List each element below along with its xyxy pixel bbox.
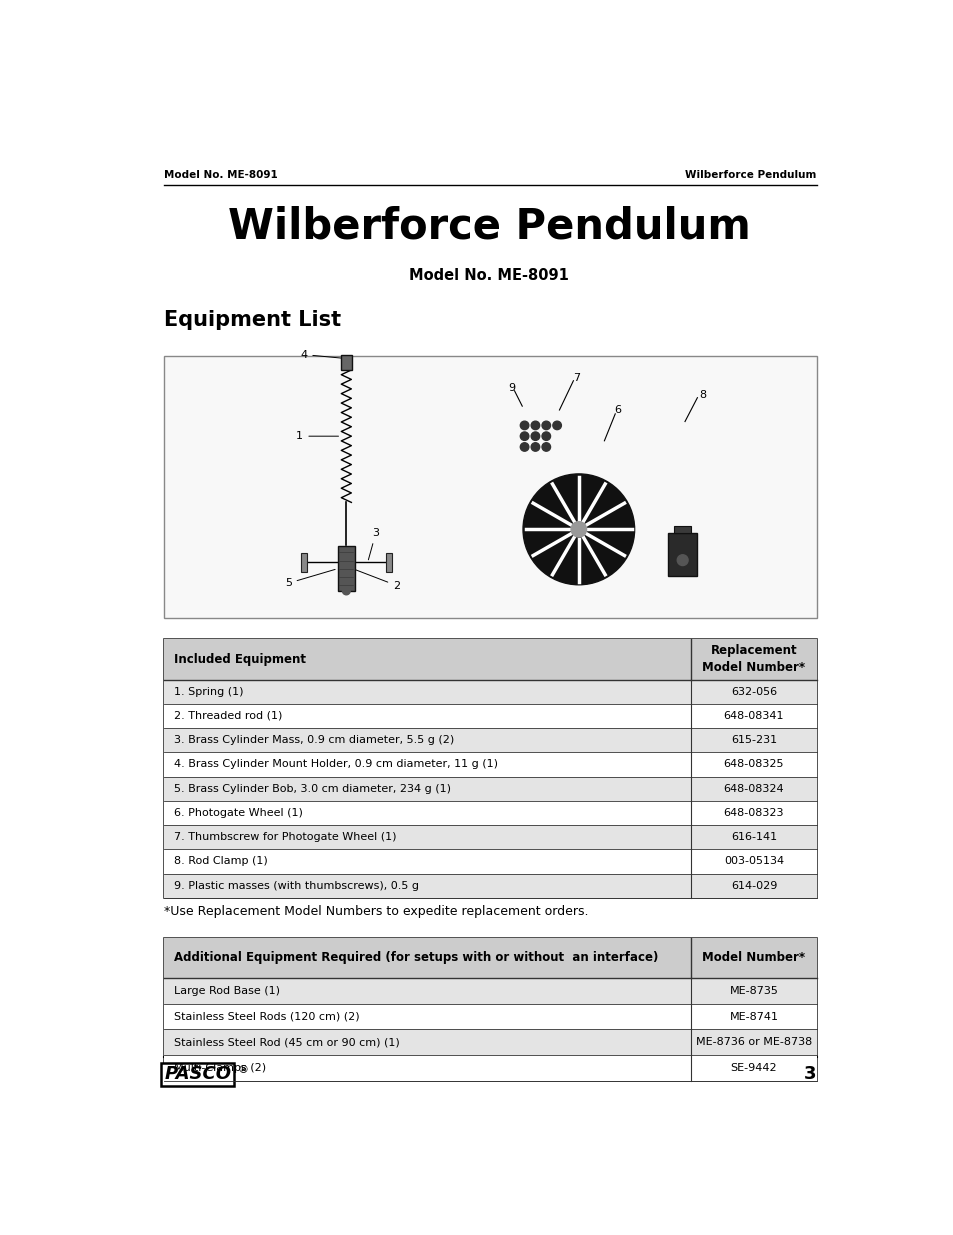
Text: 5. Brass Cylinder Bob, 3.0 cm diameter, 234 g (1): 5. Brass Cylinder Bob, 3.0 cm diameter, … [173, 784, 450, 794]
Text: Stainless Steel Rod (45 cm or 90 cm) (1): Stainless Steel Rod (45 cm or 90 cm) (1) [173, 1037, 399, 1047]
Text: Large Rod Base (1): Large Rod Base (1) [173, 986, 279, 995]
Text: Model No. ME-8091: Model No. ME-8091 [409, 268, 568, 283]
Circle shape [541, 421, 550, 430]
Circle shape [342, 587, 350, 595]
Text: 6. Photogate Wheel (1): 6. Photogate Wheel (1) [173, 808, 302, 818]
Bar [164, 704, 816, 727]
Bar [674, 526, 691, 534]
Bar [164, 937, 816, 978]
Text: 9: 9 [507, 383, 515, 394]
Text: 632-056: 632-056 [730, 687, 777, 697]
Bar [164, 873, 816, 898]
Text: 3. Brass Cylinder Mass, 0.9 cm diameter, 5.5 g (2): 3. Brass Cylinder Mass, 0.9 cm diameter,… [173, 735, 454, 745]
Text: 4: 4 [300, 350, 341, 359]
Text: 8: 8 [699, 389, 705, 400]
Circle shape [553, 421, 560, 430]
Bar [385, 553, 392, 572]
Text: 616-141: 616-141 [730, 832, 777, 842]
Text: 1: 1 [296, 431, 338, 441]
Text: ME-8735: ME-8735 [729, 986, 778, 995]
Bar [667, 534, 697, 576]
Bar [164, 937, 816, 1081]
Bar [337, 546, 355, 592]
Text: Wilberforce Pendulum: Wilberforce Pendulum [228, 206, 749, 248]
Text: 648-08325: 648-08325 [723, 760, 783, 769]
Text: Model Number*: Model Number* [701, 951, 804, 965]
Text: Wilberforce Pendulum: Wilberforce Pendulum [684, 169, 816, 180]
Text: 6: 6 [614, 405, 620, 415]
Bar [164, 640, 816, 679]
Bar [164, 356, 816, 618]
Text: 2. Threaded rod (1): 2. Threaded rod (1) [173, 711, 281, 721]
Text: Additional Equipment Required (for setups with or without  an interface): Additional Equipment Required (for setup… [173, 951, 658, 965]
Circle shape [519, 442, 528, 451]
Circle shape [531, 442, 539, 451]
Bar [164, 1030, 816, 1055]
Text: 648-08323: 648-08323 [723, 808, 783, 818]
Text: ®: ® [237, 1066, 249, 1076]
Text: 4. Brass Cylinder Mount Holder, 0.9 cm diameter, 11 g (1): 4. Brass Cylinder Mount Holder, 0.9 cm d… [173, 760, 497, 769]
Circle shape [519, 421, 528, 430]
Text: 5: 5 [284, 569, 335, 588]
Bar [164, 640, 816, 898]
Text: 614-029: 614-029 [730, 881, 777, 890]
Text: Multi-Clamps (2): Multi-Clamps (2) [173, 1063, 265, 1073]
Text: *Use Replacement Model Numbers to expedite replacement orders.: *Use Replacement Model Numbers to expedi… [164, 905, 588, 919]
Circle shape [541, 432, 550, 441]
Text: Included Equipment: Included Equipment [173, 653, 305, 666]
Bar [164, 850, 816, 873]
Bar [300, 553, 307, 572]
Bar [164, 752, 816, 777]
Circle shape [519, 432, 528, 441]
Text: ME-8741: ME-8741 [729, 1011, 778, 1021]
Bar [164, 727, 816, 752]
Circle shape [571, 521, 586, 537]
Text: Model No. ME-8091: Model No. ME-8091 [164, 169, 277, 180]
Text: 3: 3 [803, 1066, 816, 1083]
Text: 7: 7 [573, 373, 579, 383]
Text: 615-231: 615-231 [730, 735, 777, 745]
Text: 648-08341: 648-08341 [723, 711, 783, 721]
Text: Replacement
Model Number*: Replacement Model Number* [701, 645, 804, 674]
Bar [164, 777, 816, 800]
Bar [164, 679, 816, 704]
Text: Equipment List: Equipment List [164, 310, 341, 330]
Circle shape [677, 555, 687, 566]
Text: 9. Plastic masses (with thumbscrews), 0.5 g: 9. Plastic masses (with thumbscrews), 0.… [173, 881, 418, 890]
Text: PASCO: PASCO [164, 1066, 231, 1083]
Circle shape [531, 421, 539, 430]
Text: 1. Spring (1): 1. Spring (1) [173, 687, 243, 697]
Circle shape [522, 474, 634, 585]
Text: SE-9442: SE-9442 [730, 1063, 777, 1073]
Text: 8. Rod Clamp (1): 8. Rod Clamp (1) [173, 856, 267, 867]
Text: 2: 2 [355, 569, 400, 590]
Bar [164, 825, 816, 850]
Bar [340, 354, 352, 370]
Bar [164, 800, 816, 825]
Text: 3: 3 [368, 529, 379, 559]
Text: Stainless Steel Rods (120 cm) (2): Stainless Steel Rods (120 cm) (2) [173, 1011, 358, 1021]
Circle shape [541, 442, 550, 451]
Bar [164, 1055, 816, 1081]
Text: 003-05134: 003-05134 [723, 856, 783, 867]
Circle shape [531, 432, 539, 441]
Text: 648-08324: 648-08324 [723, 784, 783, 794]
Bar [164, 978, 816, 1004]
Bar [164, 1004, 816, 1030]
Text: 7. Thumbscrew for Photogate Wheel (1): 7. Thumbscrew for Photogate Wheel (1) [173, 832, 395, 842]
Text: ME-8736 or ME-8738: ME-8736 or ME-8738 [695, 1037, 811, 1047]
